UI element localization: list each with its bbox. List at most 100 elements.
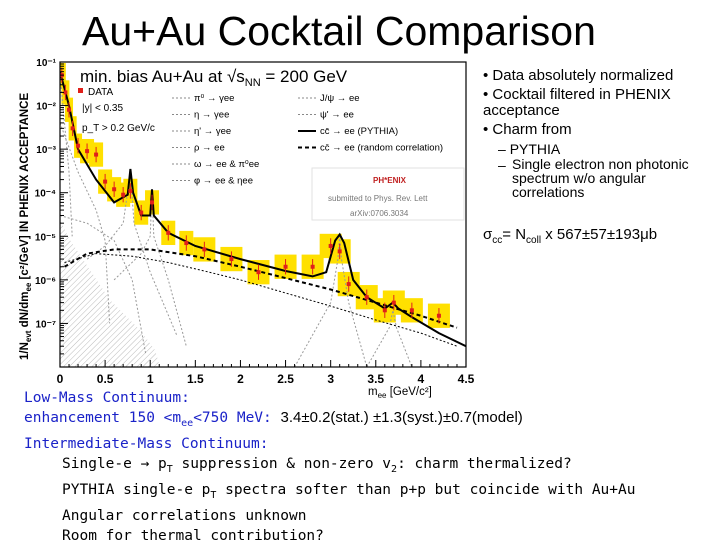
y-tick-label: 10⁻¹ (36, 58, 56, 69)
x-tick-label: 3 (327, 372, 334, 386)
data-point (103, 179, 108, 184)
data-point (283, 264, 288, 269)
legend-item: η → γee (194, 110, 229, 121)
legend-item: ρ → ee (194, 143, 225, 154)
imc-line2b: spectra softer than p+p but coincide wit… (216, 481, 636, 498)
data-point (184, 241, 189, 246)
data-point (346, 282, 351, 287)
stamp-line-1: submitted to Phys. Rev. Lett (328, 194, 428, 203)
imc-line1b-sub: 2 (391, 463, 398, 475)
data-point (256, 270, 261, 275)
legend-item: cc̄ → ee (PYTHIA) (320, 126, 398, 137)
component-curve (60, 215, 147, 354)
bullet-list: • Data absolutely normalized • Cocktail … (483, 67, 718, 200)
sigma-symbol: σ (483, 226, 493, 243)
data-point (202, 247, 207, 252)
legend-left-item: |y| < 0.35 (82, 103, 123, 114)
legend-item: π⁰ → γee (194, 93, 234, 104)
y-tick-label: 10⁻⁶ (35, 276, 56, 287)
lmc-line: enhancement 150 <mee<750 MeV: 3.4±0.2(st… (24, 408, 714, 434)
plot-frame (59, 61, 467, 368)
bullet-item: • Charm from (483, 121, 572, 138)
y-axis-label: 1/Nevt dN/dmee [c²/GeV] IN PHENIX ACCEPT… (19, 93, 33, 360)
y-ticks: 10⁻¹ 10⁻² 10⁻³ 10⁻⁴ 10⁻⁵ 10⁻⁶ 10⁻⁷ (35, 58, 68, 355)
imc-line: Room for thermal contribution? (62, 527, 324, 544)
data-point (337, 249, 342, 254)
data-point (166, 230, 171, 235)
component-curve (113, 190, 187, 347)
lmc-header: Low-Mass Continuum: (24, 390, 190, 406)
data-points (60, 67, 441, 324)
sub-bullet-text: Single electron non photonic spectrum w/… (512, 156, 689, 200)
sub-bullet-dash: – (498, 141, 506, 157)
sigma-tail: = N (502, 226, 527, 243)
bullet-item: • Cocktail filtered in PHENIX acceptance (483, 86, 671, 119)
data-point (94, 152, 99, 157)
sub-bullet-text: PYTHIA (509, 141, 561, 157)
component-hatch-region (60, 220, 160, 367)
legend-item: cc̄ → ee (random correlation) (320, 143, 443, 154)
y-tick-label: 10⁻⁵ (35, 232, 56, 243)
y-tick-label: 10⁻³ (36, 145, 56, 156)
legend-item: ψ' → ee (320, 110, 354, 121)
legend-item: η' → γee (194, 126, 231, 137)
stamp-line-2: arXiv:0706.3034 (350, 209, 409, 218)
component-curve (60, 75, 73, 237)
imc-line: PYTHIA single-e pT spectra softer than p… (62, 480, 714, 506)
submission-stamp: PH*ENIX submitted to Phys. Rev. Lett arX… (311, 167, 465, 221)
x-tick-label: 0 (57, 372, 64, 386)
data-point (85, 149, 90, 154)
legend-data-marker (78, 88, 83, 93)
imc-line1a: Single-e → p (62, 455, 167, 472)
imc-line1a-sub: T (166, 463, 173, 475)
y-tick-label: 10⁻⁷ (35, 319, 56, 330)
sigma-sub: cc (492, 235, 503, 246)
legend-left-item: DATA (88, 87, 114, 98)
x-tick-label: 1.5 (187, 372, 204, 386)
lmc-values: 3.4±0.2(stat.) ±1.3(syst.)±0.7(model) (280, 409, 523, 426)
data-point (391, 300, 396, 305)
data-point (382, 308, 387, 313)
x-tick-label: 2 (237, 372, 244, 386)
data-point (150, 200, 155, 205)
lmc-mid: <750 MeV: (193, 410, 281, 426)
x-tick-label: 3.5 (367, 372, 384, 386)
legend-item: φ → ee & ηee (194, 176, 253, 187)
bullet-item: • Data absolutely normalized (483, 67, 674, 84)
x-tick-label: 4 (418, 372, 425, 386)
x-tick-label: 2.5 (277, 372, 294, 386)
legend-left-item: p_T > 0.2 GeV/c (82, 123, 155, 134)
data-point (121, 192, 126, 197)
figure-header: min. bias Au+Au at √sNN = 200 GeV (80, 67, 348, 89)
cross-section-line: σcc= Ncoll x 567±57±193μb (483, 226, 657, 246)
legend-item: J/ψ → ee (320, 93, 360, 104)
data-point (112, 187, 117, 192)
stamp-logo: PH*ENIX (373, 176, 407, 185)
x-ticks: 0 0.5 1 1.5 2 2.5 3 3.5 4 4.5 (57, 360, 475, 386)
data-point (310, 264, 315, 269)
y-tick-label: 10⁻² (36, 102, 56, 113)
sub-bullet-item: – Single electron non photonic spectrum … (498, 157, 718, 199)
slide-title: Au+Au Cocktail Comparison (82, 8, 596, 54)
y-tick-label: 10⁻⁴ (35, 189, 56, 200)
data-point (70, 126, 75, 131)
legend-item: ω → ee & π⁰ee (194, 159, 259, 170)
data-point (128, 188, 133, 193)
x-tick-label: 4.5 (458, 372, 475, 386)
data-point (436, 313, 441, 318)
sub-bullet-dash: – (498, 157, 506, 173)
imc-line1b: suppression & non-zero v (172, 455, 392, 472)
charm-random-curve (63, 248, 458, 329)
data-point (364, 295, 369, 300)
lmc-sub: ee (181, 417, 194, 429)
legend-left: DATA |y| < 0.35 p_T > 0.2 GeV/c (78, 87, 155, 134)
data-point (63, 90, 68, 95)
imc-line: Angular correlations unknown (62, 507, 307, 524)
imc-line1c: : charm thermalized? (397, 455, 572, 472)
data-point (328, 243, 333, 248)
data-point (139, 210, 144, 215)
imc-line2a-sub: T (210, 489, 217, 501)
x-axis-label: mee [GeV/c²] (368, 386, 432, 400)
data-point (67, 107, 72, 112)
